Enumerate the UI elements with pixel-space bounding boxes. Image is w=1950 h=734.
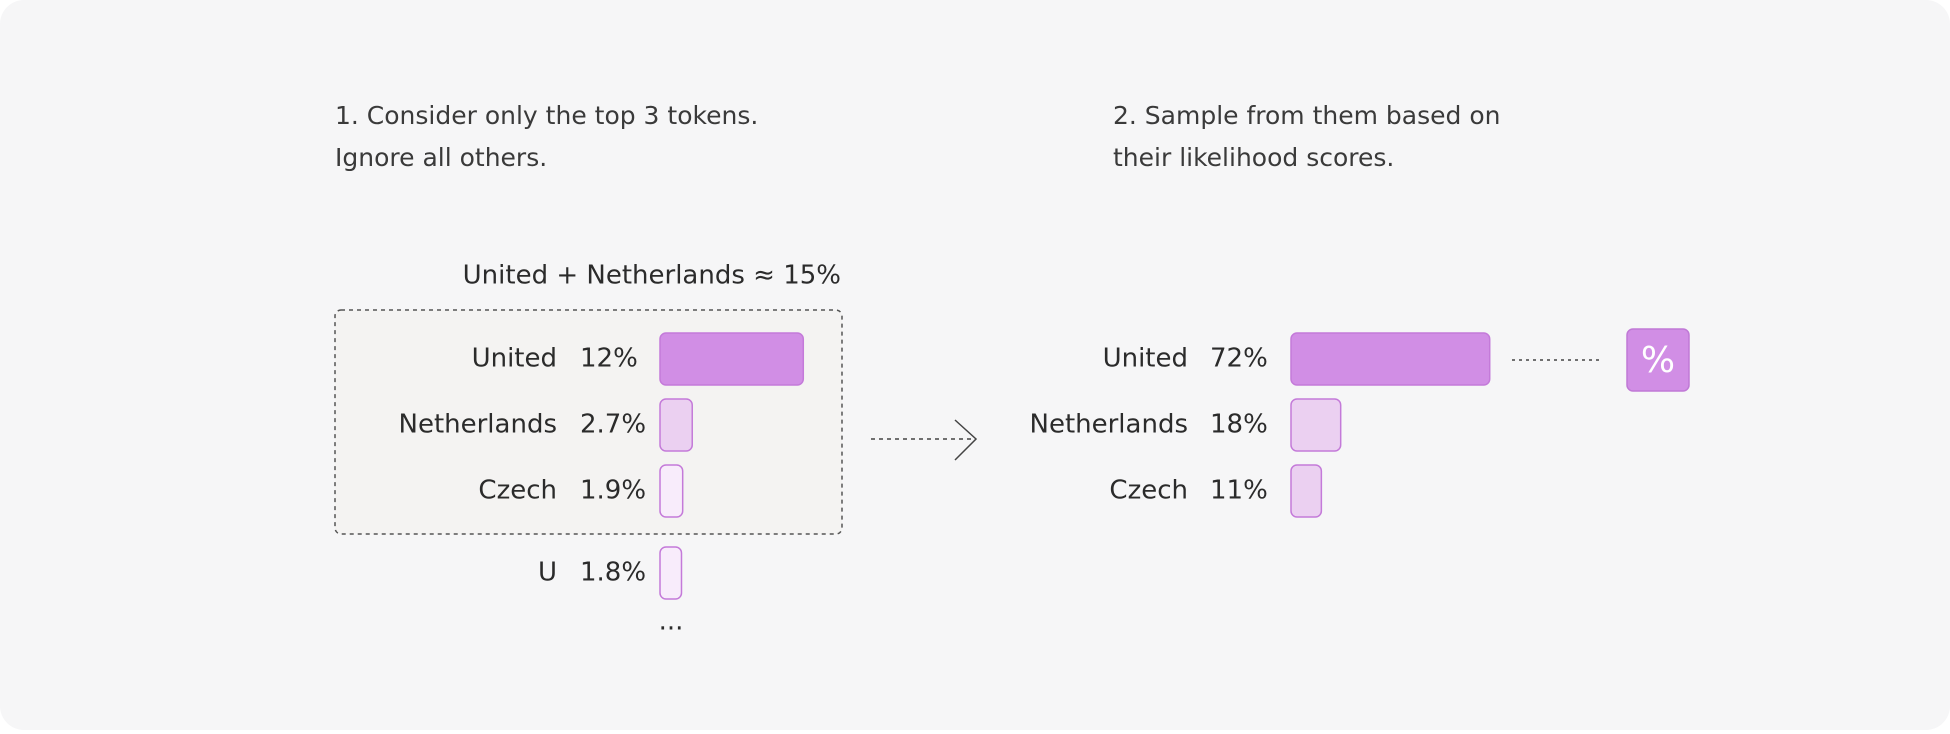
step-text: 2. Sample from them based on	[1113, 101, 1501, 130]
token-label: Czech	[1109, 476, 1188, 506]
bar	[1290, 398, 1342, 452]
token-label: United	[1103, 344, 1188, 374]
annotation: United + Netherlands ≈ 15%	[463, 261, 841, 291]
value-label: 2.7%	[580, 410, 646, 440]
step-text: Ignore all others.	[335, 143, 547, 172]
bar	[659, 464, 684, 518]
icon-box	[1626, 328, 1690, 392]
icon: %	[1641, 340, 1675, 381]
step-text: their likelihood scores.	[1113, 143, 1394, 172]
value-label: 18%	[1210, 410, 1268, 440]
bar	[1290, 464, 1323, 518]
step-text: 1. Consider only the top 3 tokens.	[335, 101, 758, 130]
ellipsis: ...	[659, 607, 684, 637]
token-label: United	[472, 344, 557, 374]
arrow	[871, 419, 978, 461]
token-label: U	[538, 558, 557, 588]
bar	[659, 398, 693, 452]
value-label: 72%	[1210, 344, 1268, 374]
bar	[1290, 332, 1491, 386]
value-label: 11%	[1210, 476, 1268, 506]
bar	[659, 546, 683, 600]
value-label: 1.8%	[580, 558, 646, 588]
value-label: 12%	[580, 344, 638, 374]
value-label: 1.9%	[580, 476, 646, 506]
token-label: Netherlands	[1030, 410, 1189, 440]
token-label: Czech	[478, 476, 557, 506]
token-label: Netherlands	[399, 410, 558, 440]
bar	[659, 332, 805, 386]
